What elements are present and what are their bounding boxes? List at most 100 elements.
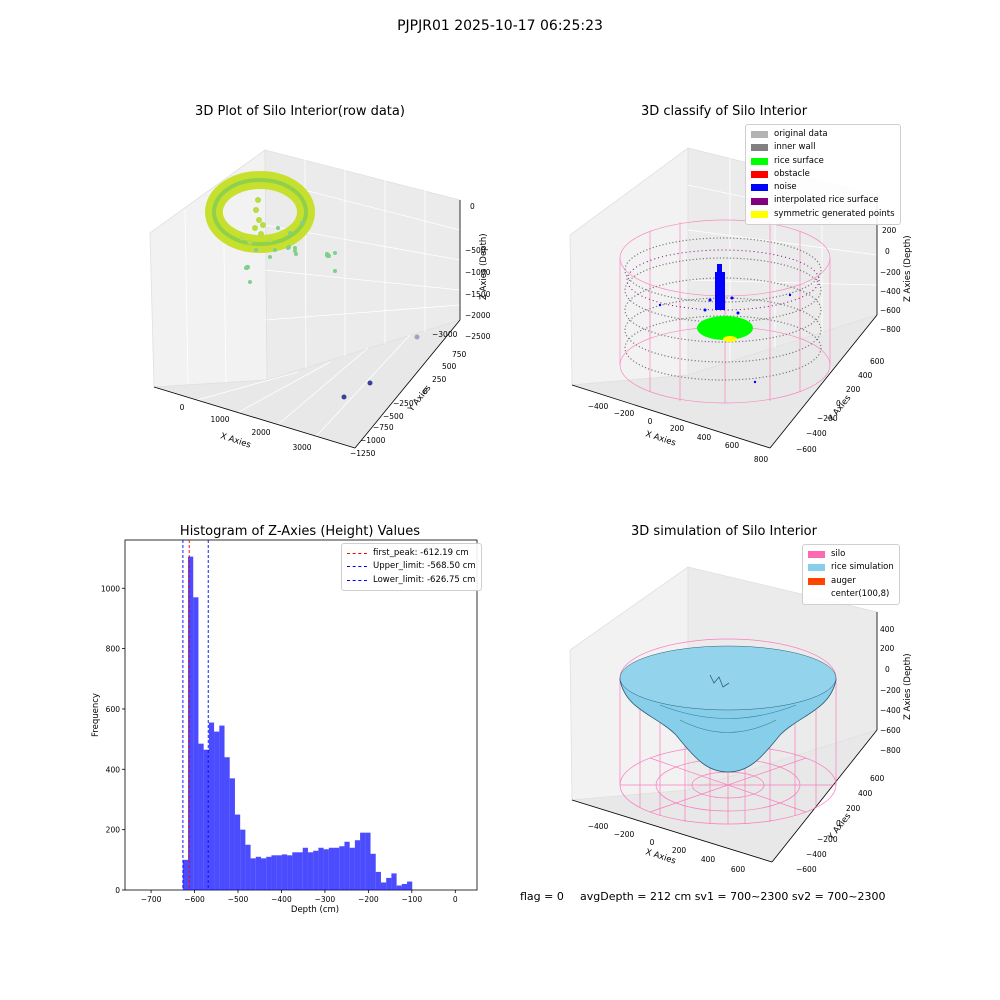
histogram-bar xyxy=(365,832,371,890)
histogram-bar xyxy=(214,731,220,890)
x-axis-label: X Axies xyxy=(219,431,252,450)
z-tick: −200 xyxy=(880,686,901,695)
legend-label: silo xyxy=(831,549,846,559)
legend-label: first_peak: -612.19 cm xyxy=(373,548,469,558)
histogram-bar xyxy=(354,840,361,890)
y-tick: −1000 xyxy=(360,436,386,445)
histogram-bar xyxy=(255,856,262,890)
legend-item: rice surface xyxy=(751,155,895,168)
z-axis-label: Z Axies (Depth) xyxy=(479,233,489,300)
legend-item: silo xyxy=(808,548,894,561)
histogram-bar xyxy=(224,757,230,890)
histogram-bar xyxy=(375,871,381,890)
legend-swatch xyxy=(751,171,768,179)
z-tick: −200 xyxy=(880,268,901,277)
figure-title: PJPJR01 2025-10-17 06:25:23 xyxy=(397,18,603,34)
y-tick-label: 600 xyxy=(106,705,121,714)
z-tick: −3000 xyxy=(432,330,458,339)
histogram-bar xyxy=(386,877,392,890)
z-tick: −1500 xyxy=(465,290,491,299)
histogram-bar xyxy=(276,855,282,890)
histogram-bar xyxy=(344,841,350,890)
histogram-bar xyxy=(380,882,387,890)
panel1-3d-plot: 0 1000 2000 3000 750 500 250 0 −250 −500… xyxy=(149,149,491,458)
reference-lines xyxy=(182,540,209,890)
x-tick: 600 xyxy=(725,441,740,450)
x-tick: 0 xyxy=(648,417,653,426)
y-tick: 500 xyxy=(442,362,457,371)
z-tick: −800 xyxy=(880,325,901,334)
x-tick: −400 xyxy=(588,402,609,411)
legend-label: inner wall xyxy=(774,142,816,153)
legend-swatch xyxy=(751,210,768,218)
legend-label: center(100,8) xyxy=(831,588,890,599)
legend-swatch xyxy=(751,131,768,139)
plot-frame xyxy=(124,539,478,891)
z-tick: −600 xyxy=(880,306,901,315)
legend-item: Upper_limit: -568.50 cm xyxy=(347,560,476,573)
y-tick: 0 xyxy=(423,387,428,396)
x-tick: −200 xyxy=(614,830,635,839)
panel3-title: 3D simulation of Silo Interior xyxy=(631,524,817,539)
z-tick: 400 xyxy=(880,625,895,634)
panel3-3d-plot: −400 −200 0 200 400 600 600 400 200 0 −2… xyxy=(569,566,913,874)
x-tick: −400 xyxy=(588,822,609,831)
surface-contour xyxy=(659,704,797,719)
point-scatter-purple xyxy=(414,334,420,340)
avg-depth-text: avgDepth = 212 cm sv1 = 700~2300 sv2 = 7… xyxy=(580,890,886,903)
legend-item: Lower_limit: -626.75 cm xyxy=(347,574,476,587)
histogram-bar xyxy=(349,847,355,890)
surface-contour xyxy=(679,719,777,733)
histogram-bar xyxy=(302,847,308,890)
point-scatter-blue xyxy=(341,380,373,400)
noise-points xyxy=(658,264,792,384)
x-tick-label: −500 xyxy=(228,895,249,904)
histogram-bar xyxy=(261,858,267,890)
grid-lines xyxy=(184,159,461,446)
y-tick: 750 xyxy=(452,350,467,359)
histogram-bar xyxy=(328,847,335,890)
y-tick-label: 1000 xyxy=(101,584,120,593)
histogram-bar xyxy=(370,853,376,890)
legend-label: symmetric generated points xyxy=(774,208,895,219)
histogram-bar xyxy=(339,846,345,890)
histogram-bar xyxy=(323,849,329,890)
y-tick: 600 xyxy=(870,357,885,366)
histogram-bar xyxy=(219,725,225,890)
y-tick: −600 xyxy=(796,865,817,874)
legend-item: noise xyxy=(751,181,895,194)
legend-item: auger xyxy=(808,575,894,588)
legend-item: inner wall xyxy=(751,141,895,154)
histogram-bar xyxy=(208,722,215,890)
x-tick-label: −200 xyxy=(358,895,379,904)
y-ticks: 0 200 400 600 800 1000 xyxy=(101,584,125,895)
z-tick: −800 xyxy=(880,746,901,755)
x-tick: −200 xyxy=(614,409,635,418)
legend-item: first_peak: -612.19 cm xyxy=(347,547,476,560)
y-axis-label: Frequency xyxy=(91,693,101,737)
z-tick: −600 xyxy=(880,726,901,735)
y-tick: −500 xyxy=(383,412,404,421)
y-tick: −200 xyxy=(817,835,838,844)
histogram-bar xyxy=(318,847,324,890)
z-tick: 0 xyxy=(885,665,890,674)
x-axis-label: Depth (cm) xyxy=(291,905,339,915)
x-tick: 0 xyxy=(180,403,185,412)
legend-swatch xyxy=(751,197,768,205)
y-tick: −600 xyxy=(796,445,817,454)
histogram-bar xyxy=(203,749,209,890)
legend-swatch xyxy=(808,577,825,585)
y-axis-label: Y Axies xyxy=(826,811,854,843)
x-tick: 1000 xyxy=(210,415,229,424)
histogram-bar xyxy=(407,881,413,890)
legend-label: auger xyxy=(831,575,856,586)
histogram-bar xyxy=(281,854,288,890)
inner-wall-points xyxy=(624,237,822,381)
legend-line xyxy=(347,566,367,568)
legend-swatch xyxy=(751,157,768,165)
panel3-legend: silo rice simulation auger center(100,8) xyxy=(802,544,900,606)
point-cluster xyxy=(239,197,273,245)
legend-swatch xyxy=(808,551,825,559)
histogram-bars xyxy=(182,556,413,890)
y-tick: 0 xyxy=(836,819,841,828)
